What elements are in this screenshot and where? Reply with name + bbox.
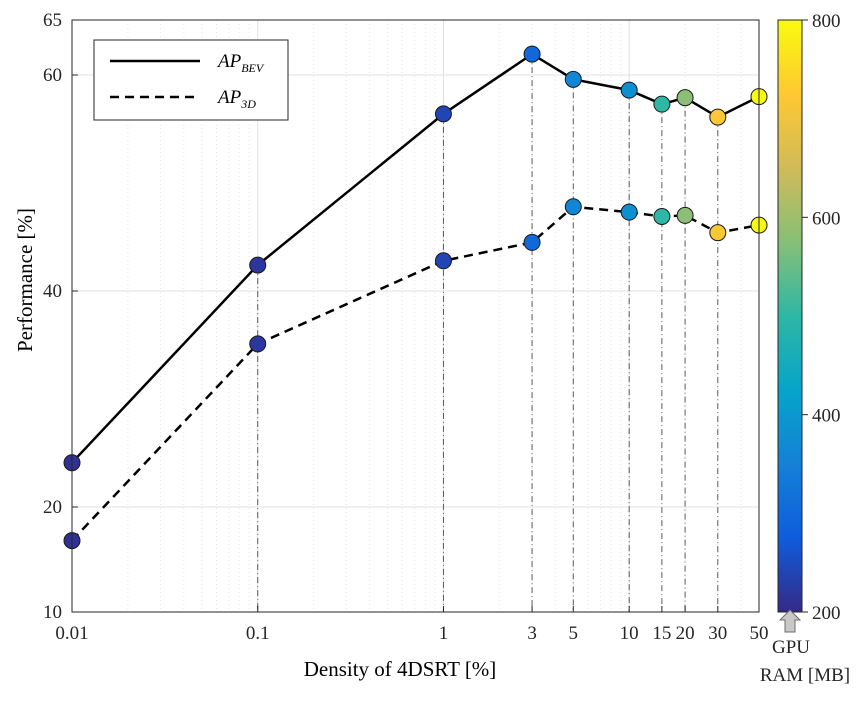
x-tick-label: 50 xyxy=(750,623,769,644)
data-point-ap-bev xyxy=(564,70,582,88)
data-point-ap-bev xyxy=(709,108,727,126)
y-tick-label: 60 xyxy=(43,65,62,86)
data-point-ap-bev xyxy=(523,45,541,63)
data-points xyxy=(63,45,768,550)
data-point-ap-3d xyxy=(676,206,694,224)
data-point-ap-3d xyxy=(434,252,452,270)
plot-area-frame xyxy=(71,19,760,613)
x-tick-label: 1 xyxy=(439,623,449,644)
x-tick-label: 15 xyxy=(652,623,671,644)
colorbar-tick-label: 200 xyxy=(812,603,841,624)
x-tick-label: 10 xyxy=(620,623,639,644)
data-point-ap-bev xyxy=(653,95,671,113)
colorbar-gradient xyxy=(777,19,803,613)
x-tick-label: 5 xyxy=(569,623,579,644)
data-point-ap-3d xyxy=(620,203,638,221)
x-axis-title: Density of 4DSRT [%] xyxy=(304,657,497,681)
data-point-ap-3d xyxy=(564,198,582,216)
data-point-ap-3d xyxy=(709,224,727,242)
colorbar: 200 400 600 800 GPU RAM [MB] xyxy=(760,11,850,686)
x-tick-label: 20 xyxy=(676,623,695,644)
x-tick-label: 3 xyxy=(527,623,537,644)
y-tick-label: 10 xyxy=(43,602,62,623)
series-lines xyxy=(71,52,760,542)
colorbar-tick-label: 600 xyxy=(812,208,841,229)
data-point-ap-bev xyxy=(249,256,267,274)
colorbar-label-gpu: GPU xyxy=(772,637,810,658)
colorbar-label-ram: RAM [MB] xyxy=(760,665,850,686)
series-line-ap-bev xyxy=(71,52,760,464)
legend-box xyxy=(93,39,289,121)
legend: APBEV AP3D xyxy=(93,39,289,121)
y-tick-label: 20 xyxy=(43,497,62,518)
data-point-ap-3d xyxy=(523,233,541,251)
data-point-ap-bev xyxy=(676,89,694,107)
x-tick-label: 30 xyxy=(708,623,727,644)
colorbar-tick-label: 400 xyxy=(812,406,841,427)
data-point-ap-bev xyxy=(434,105,452,123)
data-point-ap-bev xyxy=(620,81,638,99)
y-axis-title: Performance [%] xyxy=(13,208,37,352)
y-tick-label: 65 xyxy=(43,10,62,31)
y-tick-label: 40 xyxy=(43,281,62,302)
x-tick-label: 0.1 xyxy=(246,623,270,644)
data-point-ap-3d xyxy=(249,335,267,353)
legend-label-ap-bev: APBEV xyxy=(216,51,265,75)
up-arrow-icon xyxy=(778,609,802,633)
colorbar-tick-label: 800 xyxy=(812,11,841,32)
y-axis-ticks: 10 20 40 60 65 xyxy=(43,10,78,623)
data-point-ap-3d xyxy=(653,207,671,225)
colorbar-ticks: 200 400 600 800 xyxy=(802,11,841,624)
x-tick-label: 0.01 xyxy=(55,623,88,644)
series-line-ap-3d xyxy=(71,205,760,542)
legend-label-ap-3d: AP3D xyxy=(216,87,256,111)
x-axis-ticks: 0.01 0.1 1 3 5 10 15 20 30 50 xyxy=(55,606,769,644)
